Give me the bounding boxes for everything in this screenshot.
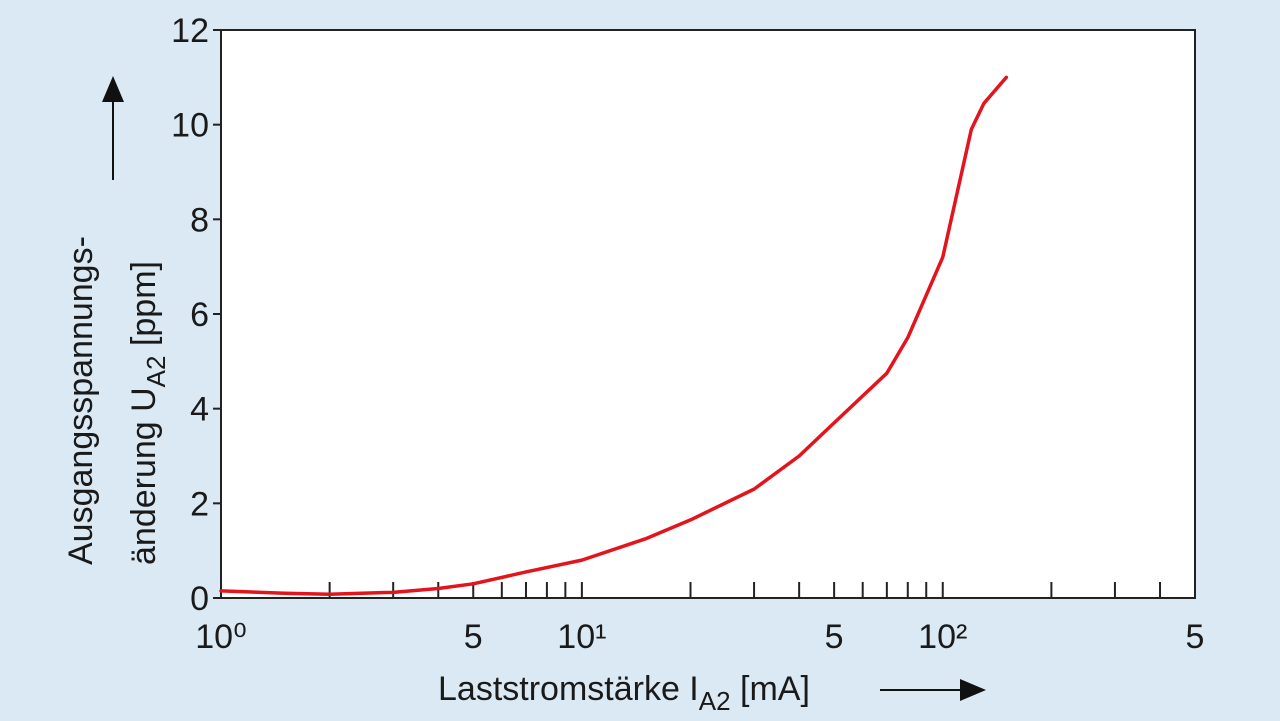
- y-tick-label: 2: [190, 485, 209, 523]
- y-tick-label: 4: [190, 391, 209, 429]
- y-label-sub: A2: [141, 356, 171, 388]
- y-label-line2: änderung UA2 [ppm]: [125, 261, 171, 565]
- x-tick-label: 5: [464, 618, 483, 656]
- y-label-line1: Ausgangsspannungs-: [62, 236, 100, 565]
- x-tick-label: 10¹: [557, 618, 606, 656]
- y-tick-label: 8: [190, 201, 209, 239]
- y-tick-label: 10: [171, 107, 209, 145]
- x-tick-label: 5: [825, 618, 844, 656]
- x-label-main: Laststromstärke I: [438, 670, 699, 708]
- y-tick-label: 12: [171, 12, 209, 50]
- y-label-main: änderung U: [125, 387, 163, 565]
- x-label: Laststromstärke IA2 [mA]: [438, 670, 810, 716]
- x-axis-title: Laststromstärke IA2 [mA]: [438, 670, 986, 716]
- y-tick-label: 0: [190, 580, 209, 618]
- data-line: [219, 75, 1009, 596]
- x-label-sub: A2: [699, 686, 731, 716]
- x-tick-label: 10²: [918, 618, 967, 656]
- x-arrow-head: [960, 679, 986, 701]
- y-arrow-head: [102, 76, 124, 102]
- x-label-space: [731, 670, 740, 708]
- x-tick-label: 10⁰: [195, 618, 246, 656]
- x-label-unit: [mA]: [740, 670, 810, 708]
- y-label-unit: [ppm]: [125, 261, 163, 346]
- x-tick-label: 5: [1186, 618, 1205, 656]
- y-label-space: [125, 346, 163, 355]
- y-axis-title: Ausgangsspannungs- änderung UA2 [ppm]: [62, 76, 171, 565]
- y-tick-label: 6: [190, 296, 209, 334]
- plot-area: [220, 29, 1196, 599]
